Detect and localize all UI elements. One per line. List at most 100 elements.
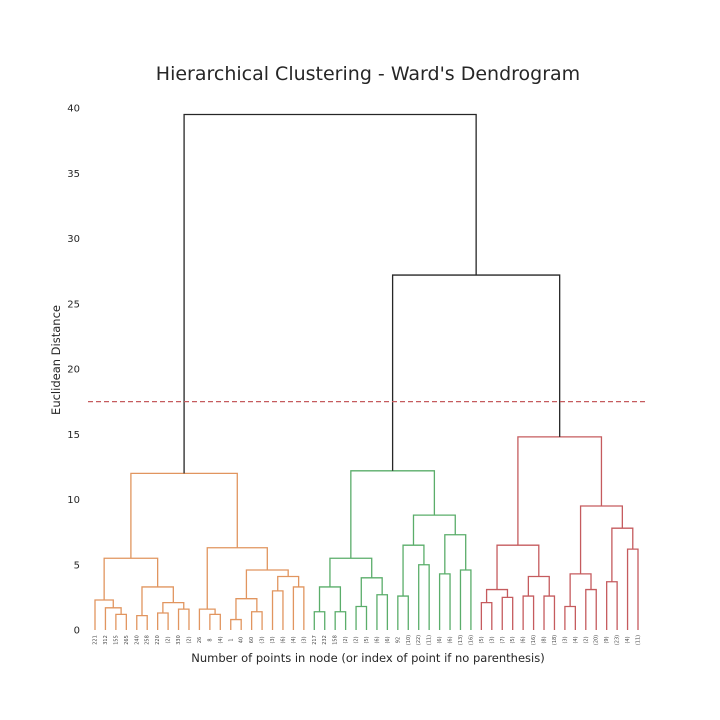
leaf-label-39: (7)	[500, 636, 506, 643]
dendrogram-link-49	[517, 436, 603, 546]
dendrogram-link-12	[250, 611, 263, 630]
dendrogram-link-20	[313, 611, 326, 630]
dendrogram-link-32	[444, 534, 467, 574]
dendrogram-link-19	[130, 472, 238, 559]
dendrogram-link-5	[177, 608, 190, 630]
leaf-label-11: 8	[207, 638, 213, 641]
dendrogram-link-17	[245, 569, 289, 599]
leaf-label-27: (6)	[374, 636, 380, 643]
leaf-label-16: (3)	[260, 636, 266, 643]
dendrogram-link-44	[569, 573, 592, 607]
leaf-label-3: 265	[124, 635, 130, 645]
dendrogram-link-16	[277, 575, 300, 591]
dendrogram-link-51	[183, 113, 477, 474]
leaf-label-48: (20)	[594, 635, 600, 645]
y-tick-label-7: 35	[67, 169, 80, 180]
y-tick-label-5: 25	[67, 299, 80, 310]
leaf-label-49: (9)	[604, 636, 610, 643]
leaf-label-51: (4)	[625, 636, 631, 643]
dendrogram-link-45	[606, 581, 618, 630]
dendrogram-link-26	[329, 557, 373, 587]
leaf-label-15: 60	[249, 637, 255, 643]
dendrogram-link-31	[459, 569, 472, 630]
dendrogram-link-0	[115, 613, 127, 630]
dendrogram-link-33	[412, 514, 456, 546]
leaf-label-34: (6)	[448, 636, 454, 643]
leaf-label-24: (2)	[343, 636, 349, 643]
dendrogram-link-27	[397, 595, 409, 630]
y-tick-label-6: 30	[67, 234, 80, 245]
leaf-label-37: (5)	[479, 636, 485, 643]
dendrogram-link-30	[438, 573, 451, 630]
leaf-label-25: (2)	[354, 636, 360, 643]
dendrogram-link-4	[157, 612, 169, 630]
dendrogram-link-23	[355, 605, 368, 630]
dendrogram-link-21	[334, 611, 347, 630]
leaf-label-14: 40	[239, 637, 245, 643]
dendrogram-links	[94, 113, 639, 630]
leaf-label-45: (3)	[562, 636, 568, 643]
leaf-label-6: 220	[155, 635, 161, 645]
x-axis-label: Number of points in node (or index of po…	[191, 651, 544, 665]
dendrogram-link-29	[402, 544, 425, 597]
leaf-label-9: (2)	[186, 636, 192, 643]
leaf-label-5: 258	[145, 635, 151, 645]
dendrogram-link-2	[94, 599, 114, 630]
dendrogram-link-40	[527, 575, 550, 597]
dendrogram-link-37	[485, 588, 509, 603]
leaf-label-38: (3)	[489, 636, 495, 643]
leaf-label-29: 92	[395, 637, 401, 643]
dendrogram-link-38	[522, 595, 535, 630]
dendrogram-link-10	[198, 608, 216, 630]
leaf-label-42: (16)	[531, 635, 537, 645]
leaf-label-8: 330	[176, 635, 182, 645]
dendrogram-link-41	[496, 544, 540, 590]
leaf-label-41: (6)	[521, 636, 527, 643]
leaf-label-23: 158	[333, 635, 339, 645]
y-tick-label-4: 20	[67, 365, 80, 376]
chart-title: Hierarchical Clustering - Ward's Dendrog…	[156, 63, 580, 85]
leaf-label-43: (8)	[542, 636, 548, 643]
y-tick-label-8: 40	[67, 104, 80, 115]
leaf-label-1: 312	[103, 635, 109, 645]
y-tick-label-1: 5	[74, 560, 80, 571]
dendrogram-link-39	[543, 595, 556, 630]
dendrogram-link-18	[206, 547, 268, 610]
leaf-label-10: 26	[197, 637, 203, 643]
leaf-label-17: (3)	[270, 636, 276, 643]
dendrogram-link-42	[564, 605, 576, 630]
dendrogram-link-43	[585, 588, 597, 630]
y-axis-label: Euclidean Distance	[49, 305, 63, 415]
dendrogram-link-15	[292, 586, 305, 630]
leaf-label-0: 221	[93, 635, 99, 645]
leaf-label-19: (4)	[291, 636, 297, 643]
leaf-label-21: 217	[312, 635, 318, 645]
leaf-label-30: (10)	[406, 635, 412, 645]
leaf-label-28: (6)	[385, 636, 391, 643]
leaf-label-50: (23)	[615, 635, 621, 645]
leaf-label-40: (5)	[510, 636, 516, 643]
leaf-label-33: (6)	[437, 636, 443, 643]
dendrogram-link-1	[104, 607, 122, 630]
leaf-label-20: (3)	[301, 636, 307, 643]
leaf-label-26: (5)	[364, 636, 370, 643]
leaf-label-13: 1	[228, 638, 234, 641]
dendrogram-link-50	[391, 274, 561, 471]
dendrogram-link-13	[235, 598, 258, 620]
dendrogram-link-36	[501, 596, 514, 630]
y-tick-labels: 0 5 10 15 20 25 30 35 40	[67, 104, 80, 637]
leaf-label-4: 240	[134, 635, 140, 645]
y-tick-label-2: 10	[67, 495, 80, 506]
dendrogram-link-3	[136, 614, 148, 630]
dendrogram-link-48	[579, 505, 623, 574]
dendrogram-link-7	[141, 586, 174, 616]
dendrogram-link-9	[209, 613, 221, 630]
dendrogram-link-46	[626, 548, 639, 630]
leaf-label-35: (13)	[458, 635, 464, 645]
dendrogram-link-25	[360, 577, 383, 607]
leaf-label-7: (2)	[166, 636, 172, 643]
dendrogram-link-22	[318, 586, 342, 612]
dendrogram-link-6	[162, 601, 185, 614]
